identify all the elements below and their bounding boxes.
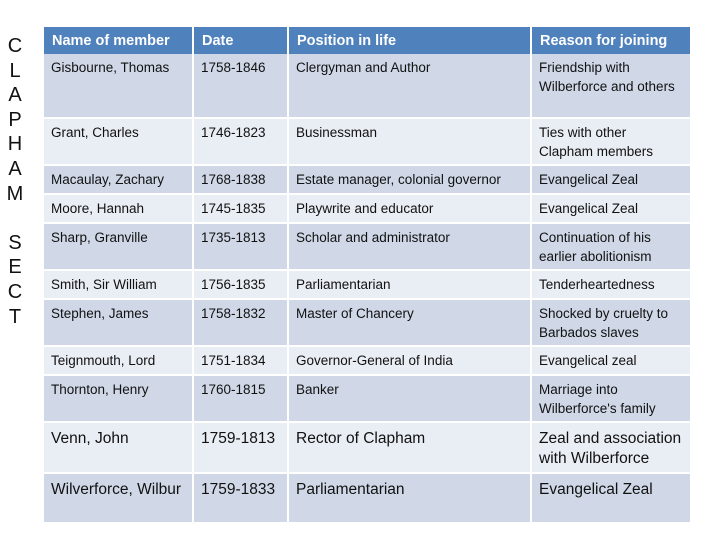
cell-position: Banker bbox=[288, 375, 532, 423]
table-row: Moore, Hannah 1745-1835 Playwrite and ed… bbox=[44, 194, 692, 224]
cell-name: Sharp, Granville bbox=[44, 223, 194, 271]
cell-position: Parliamentarian bbox=[288, 270, 532, 300]
cell-date: 1735-1813 bbox=[193, 223, 289, 271]
header-position: Position in life bbox=[288, 27, 532, 54]
side-title-letter: C bbox=[7, 280, 23, 303]
cell-position: Playwrite and educator bbox=[288, 194, 532, 224]
cell-position: Estate manager, colonial governor bbox=[288, 165, 532, 195]
cell-reason: Continuation of his earlier abolitionism bbox=[531, 223, 692, 271]
side-title-letter: E bbox=[8, 256, 22, 279]
cell-date: 1759-1813 bbox=[193, 422, 289, 474]
cell-name: Teignmouth, Lord bbox=[44, 346, 194, 376]
cell-name: Grant, Charles bbox=[44, 118, 194, 166]
side-title-letter: S bbox=[8, 231, 22, 254]
cell-date: 1756-1835 bbox=[193, 270, 289, 300]
cell-reason: Evangelical Zeal bbox=[531, 194, 692, 224]
header-row: Name of member Date Position in life Rea… bbox=[44, 27, 692, 54]
table-row: Venn, John 1759-1813 Rector of Clapham Z… bbox=[44, 422, 692, 474]
cell-reason: Marriage into Wilberforce's family bbox=[531, 375, 692, 423]
cell-name: Venn, John bbox=[44, 422, 194, 474]
members-table: Name of member Date Position in life Rea… bbox=[44, 27, 692, 524]
cell-position: Governor-General of India bbox=[288, 346, 532, 376]
table-row: Stephen, James 1758-1832 Master of Chanc… bbox=[44, 299, 692, 347]
cell-reason: Zeal and association with Wilberforce bbox=[531, 422, 692, 474]
cell-date: 1746-1823 bbox=[193, 118, 289, 166]
cell-reason: Shocked by cruelty to Barbados slaves bbox=[531, 299, 692, 347]
table-row: Gisbourne, Thomas 1758-1846 Clergyman an… bbox=[44, 54, 692, 119]
side-title-letter: C bbox=[7, 35, 23, 57]
header-name: Name of member bbox=[44, 27, 194, 54]
cell-position: Businessman bbox=[288, 118, 532, 166]
cell-date: 1745-1835 bbox=[193, 194, 289, 224]
cell-name: Stephen, James bbox=[44, 299, 194, 347]
cell-date: 1758-1846 bbox=[193, 54, 289, 119]
cell-position: Rector of Clapham bbox=[288, 422, 532, 474]
cell-name: Gisbourne, Thomas bbox=[44, 54, 194, 119]
cell-date: 1759-1833 bbox=[193, 473, 289, 524]
cell-reason: Evangelical Zeal bbox=[531, 165, 692, 195]
cell-reason: Evangelical zeal bbox=[531, 346, 692, 376]
cell-name: Wilverforce, Wilbur bbox=[44, 473, 194, 524]
cell-date: 1760-1815 bbox=[193, 375, 289, 423]
side-title-letter: M bbox=[6, 182, 24, 205]
cell-name: Thornton, Henry bbox=[44, 375, 194, 423]
side-title-letter: T bbox=[8, 305, 22, 328]
cell-reason: Tenderheartedness bbox=[531, 270, 692, 300]
side-title-letter: P bbox=[8, 108, 22, 131]
side-title: C L A P H A M S E C T bbox=[0, 34, 30, 329]
cell-name: Macaulay, Zachary bbox=[44, 165, 194, 195]
side-title-letter: H bbox=[7, 133, 23, 156]
cell-reason: Ties with other Clapham members bbox=[531, 118, 692, 166]
cell-name: Moore, Hannah bbox=[44, 194, 194, 224]
cell-date: 1758-1832 bbox=[193, 299, 289, 347]
cell-position: Clergyman and Author bbox=[288, 54, 532, 119]
table-row: Thornton, Henry 1760-1815 Banker Marriag… bbox=[44, 375, 692, 423]
side-title-letter: A bbox=[8, 157, 22, 180]
cell-date: 1751-1834 bbox=[193, 346, 289, 376]
table-row: Wilverforce, Wilbur 1759-1833 Parliament… bbox=[44, 473, 692, 524]
table-row: Sharp, Granville 1735-1813 Scholar and a… bbox=[44, 223, 692, 271]
side-title-letter: A bbox=[8, 84, 22, 107]
cell-position: Parliamentarian bbox=[288, 473, 532, 524]
cell-position: Scholar and administrator bbox=[288, 223, 532, 271]
table-row: Grant, Charles 1746-1823 Businessman Tie… bbox=[44, 118, 692, 166]
table-row: Teignmouth, Lord 1751-1834 Governor-Gene… bbox=[44, 346, 692, 376]
cell-position: Master of Chancery bbox=[288, 299, 532, 347]
cell-reason: Evangelical Zeal bbox=[531, 473, 692, 524]
cell-name: Smith, Sir William bbox=[44, 270, 194, 300]
cell-date: 1768-1838 bbox=[193, 165, 289, 195]
cell-reason: Friendship with Wilberforce and others bbox=[531, 54, 692, 119]
side-title-letter: L bbox=[9, 59, 21, 82]
table-row: Macaulay, Zachary 1768-1838 Estate manag… bbox=[44, 165, 692, 195]
header-date: Date bbox=[193, 27, 289, 54]
header-reason: Reason for joining bbox=[531, 27, 692, 54]
table-row: Smith, Sir William 1756-1835 Parliamenta… bbox=[44, 270, 692, 300]
